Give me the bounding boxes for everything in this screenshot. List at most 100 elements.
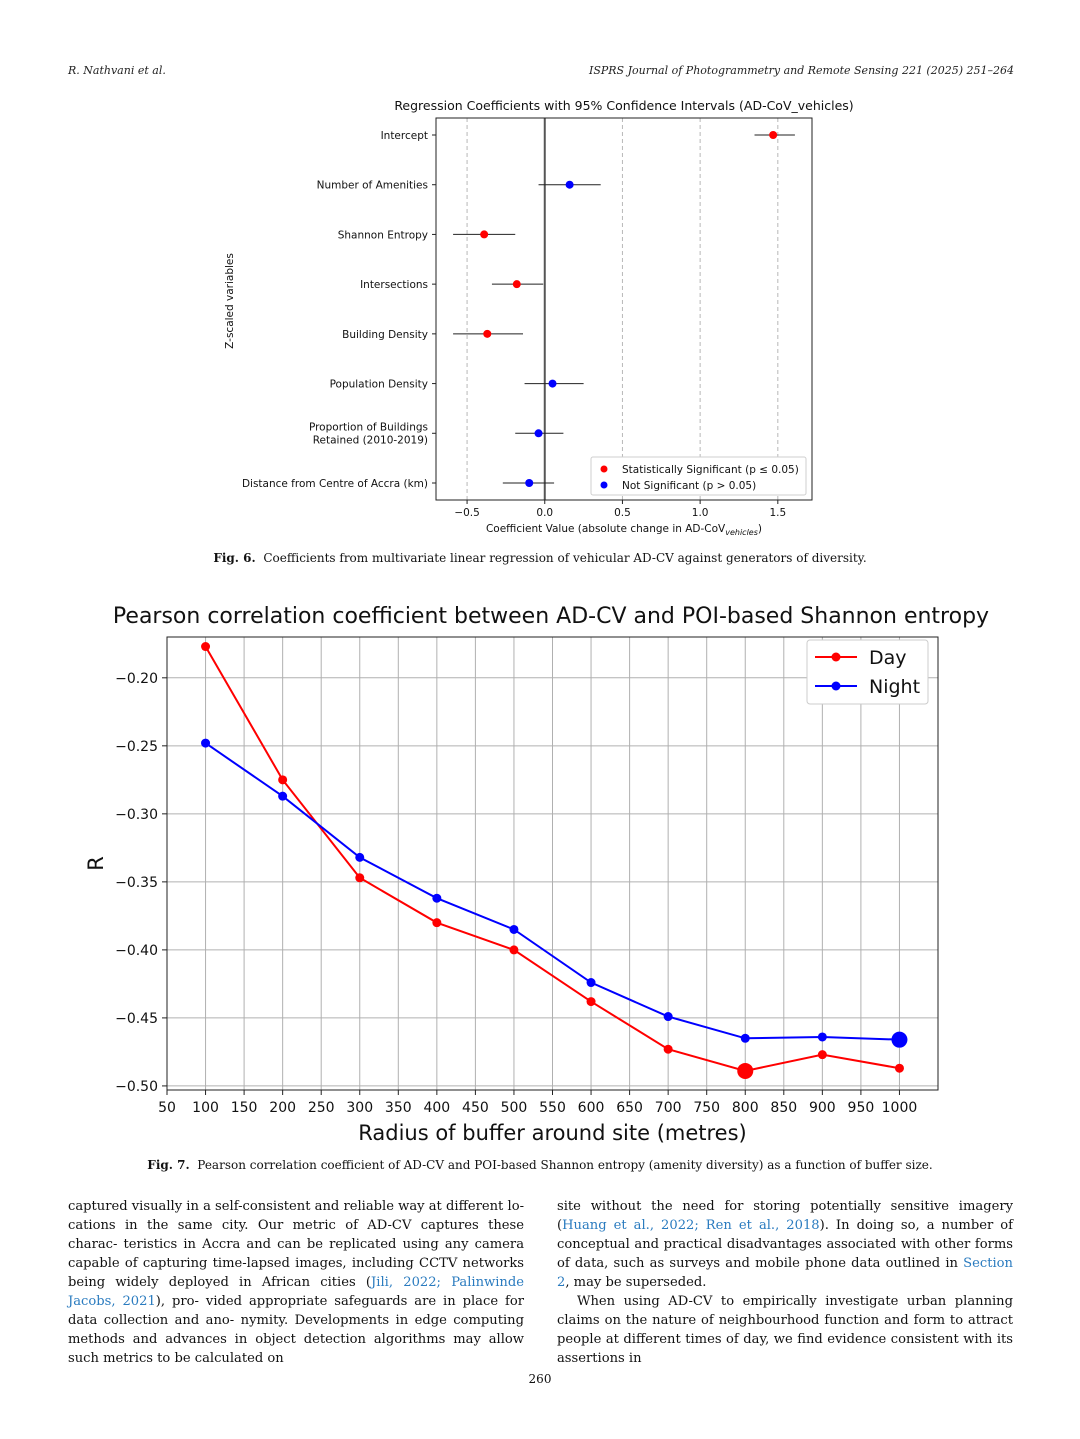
y-tick-label: Number of Amenities [317, 180, 428, 192]
body-paragraph-right-2: When using AD-CV to empirically investig… [557, 1294, 1013, 1366]
figure-6: Regression Coefficients with 95% Confide… [0, 90, 1080, 540]
x-tick-label: 150 [231, 1100, 258, 1116]
data-point-day [894, 1063, 904, 1073]
x-tick-label: 750 [693, 1100, 720, 1116]
data-point-night [432, 893, 442, 903]
citation-link[interactable]: Jili, 2022; Palinwinde Jacobs, 2021 [68, 1275, 524, 1309]
x-axis-label: Radius of buffer around site (metres) [358, 1121, 747, 1145]
x-tick-label: 950 [848, 1100, 875, 1116]
regression-coefficient-chart: Regression Coefficients with 95% Confide… [224, 98, 854, 537]
x-tick-label: 800 [732, 1100, 759, 1116]
x-tick-label: 300 [346, 1100, 373, 1116]
data-point-night [817, 1032, 827, 1042]
body-line: vided appropriate safeguards are in plac… [68, 1294, 524, 1328]
x-tick-label: 400 [423, 1100, 450, 1116]
data-point-night [740, 1033, 750, 1043]
x-tick-label: 0.5 [614, 507, 631, 519]
page-number: 260 [528, 1372, 552, 1386]
x-tick-label: 0.0 [536, 507, 553, 519]
data-point-day [663, 1044, 673, 1054]
body-line: captured visually in a self-consistent a… [68, 1199, 524, 1214]
x-tick-label: 1.5 [769, 507, 786, 519]
x-tick-label: 550 [539, 1100, 566, 1116]
body-text: site without the need for storing potent… [557, 1199, 1013, 1233]
x-tick-label: 650 [616, 1100, 643, 1116]
body-text: ). In doing so, a number of conceptual a… [557, 1218, 1013, 1271]
data-point-day [278, 775, 288, 785]
figure-6-caption-label: Fig. 6. [213, 551, 256, 565]
coefficient-point [525, 479, 534, 487]
data-point-night [663, 1012, 673, 1022]
x-tick-label: 700 [655, 1100, 682, 1116]
data-point-day [432, 918, 442, 928]
legend-marker [600, 481, 608, 489]
series-line-night [204, 742, 900, 1041]
legend-label: Statistically Significant (p ≤ 0.05) [622, 464, 799, 476]
data-point-day [509, 945, 519, 955]
y-tick-label: Population Density [330, 379, 428, 391]
x-tick-label: 1000 [882, 1100, 918, 1116]
body-line: cations in the same city. Our metric of … [68, 1218, 524, 1252]
coefficient-point [483, 329, 492, 338]
running-header-journal: ISPRS Journal of Photogrammetry and Remo… [588, 64, 1014, 77]
coefficient-point [548, 379, 557, 388]
coefficient-point [565, 180, 574, 189]
body-paragraph-right-1: site without the need for storing potent… [557, 1197, 1013, 1292]
section-link[interactable]: Section 2 [557, 1256, 1013, 1290]
y-tick-label: −0.25 [115, 739, 158, 755]
x-tick-label: 500 [501, 1100, 528, 1116]
citation-link[interactable]: Huang et al., 2022; Ren et al., 2018 [562, 1218, 820, 1233]
data-point-day [817, 1050, 827, 1060]
chart-title: Pearson correlation coefficient between … [113, 604, 989, 629]
chart-title: Regression Coefficients with 95% Confide… [394, 98, 853, 113]
data-point-night [201, 738, 211, 748]
figure-6-caption-text: Coefficients from multivariate linear re… [263, 551, 867, 565]
coefficient-point [512, 280, 521, 289]
x-tick-label: 600 [578, 1100, 605, 1116]
y-axis-label: R [84, 856, 108, 871]
y-tick-label: −0.30 [115, 807, 158, 823]
coefficient-point [534, 429, 543, 438]
running-header-authors: R. Nathvani et al. [68, 64, 166, 77]
y-tick-label: Shannon Entropy [338, 229, 428, 241]
figure-7-caption: Fig. 7. Pearson correlation coefficient … [0, 1158, 1080, 1172]
y-axis-label: Z-scaled variables [224, 253, 236, 349]
pearson-correlation-chart: Pearson correlation coefficient between … [84, 604, 989, 1145]
y-tick-label: Intercept [381, 130, 428, 142]
data-point-day [737, 1062, 754, 1079]
figure-6-caption: Fig. 6. Coefficients from multivariate l… [0, 551, 1080, 565]
x-tick-label: 450 [462, 1100, 489, 1116]
data-point-night [586, 978, 596, 988]
x-tick-label: 250 [308, 1100, 335, 1116]
body-line: deployed in African cities ( [168, 1275, 372, 1290]
y-tick-label: −0.20 [115, 671, 158, 687]
data-point-night [509, 924, 519, 934]
x-tick-label: 900 [809, 1100, 836, 1116]
data-point-day [586, 997, 596, 1007]
body-line: capturing time-lapsed images, including … [68, 1256, 524, 1290]
x-tick-label: 1.0 [692, 507, 709, 519]
body-column-left: captured visually in a self-consistent a… [68, 1197, 524, 1368]
body-line: nymity. Developments in edge computing m… [68, 1313, 524, 1347]
x-tick-label: 100 [192, 1100, 219, 1116]
x-tick-label: 50 [158, 1100, 176, 1116]
series-line-day [204, 646, 900, 1072]
body-column-right: site without the need for storing potent… [557, 1197, 1013, 1368]
body-line: ), pro- [155, 1294, 199, 1309]
y-tick-label: −0.45 [115, 1011, 158, 1027]
y-tick-label: Building Density [342, 329, 428, 341]
y-tick-label: −0.40 [115, 943, 158, 959]
figure-7-caption-label: Fig. 7. [147, 1158, 190, 1172]
x-tick-label: 850 [770, 1100, 797, 1116]
legend-label: Day [869, 647, 907, 669]
data-point-night [355, 852, 365, 862]
legend-marker [831, 652, 841, 662]
y-tick-label: −0.35 [115, 875, 158, 891]
legend-label: Not Significant (p > 0.05) [622, 480, 756, 492]
body-text: , may be superseded. [565, 1275, 707, 1290]
legend-marker [600, 465, 608, 473]
x-tick-label: −0.5 [454, 507, 480, 519]
x-tick-label: 350 [385, 1100, 412, 1116]
data-point-night [278, 791, 288, 801]
body-paragraph-left: captured visually in a self-consistent a… [68, 1197, 524, 1368]
